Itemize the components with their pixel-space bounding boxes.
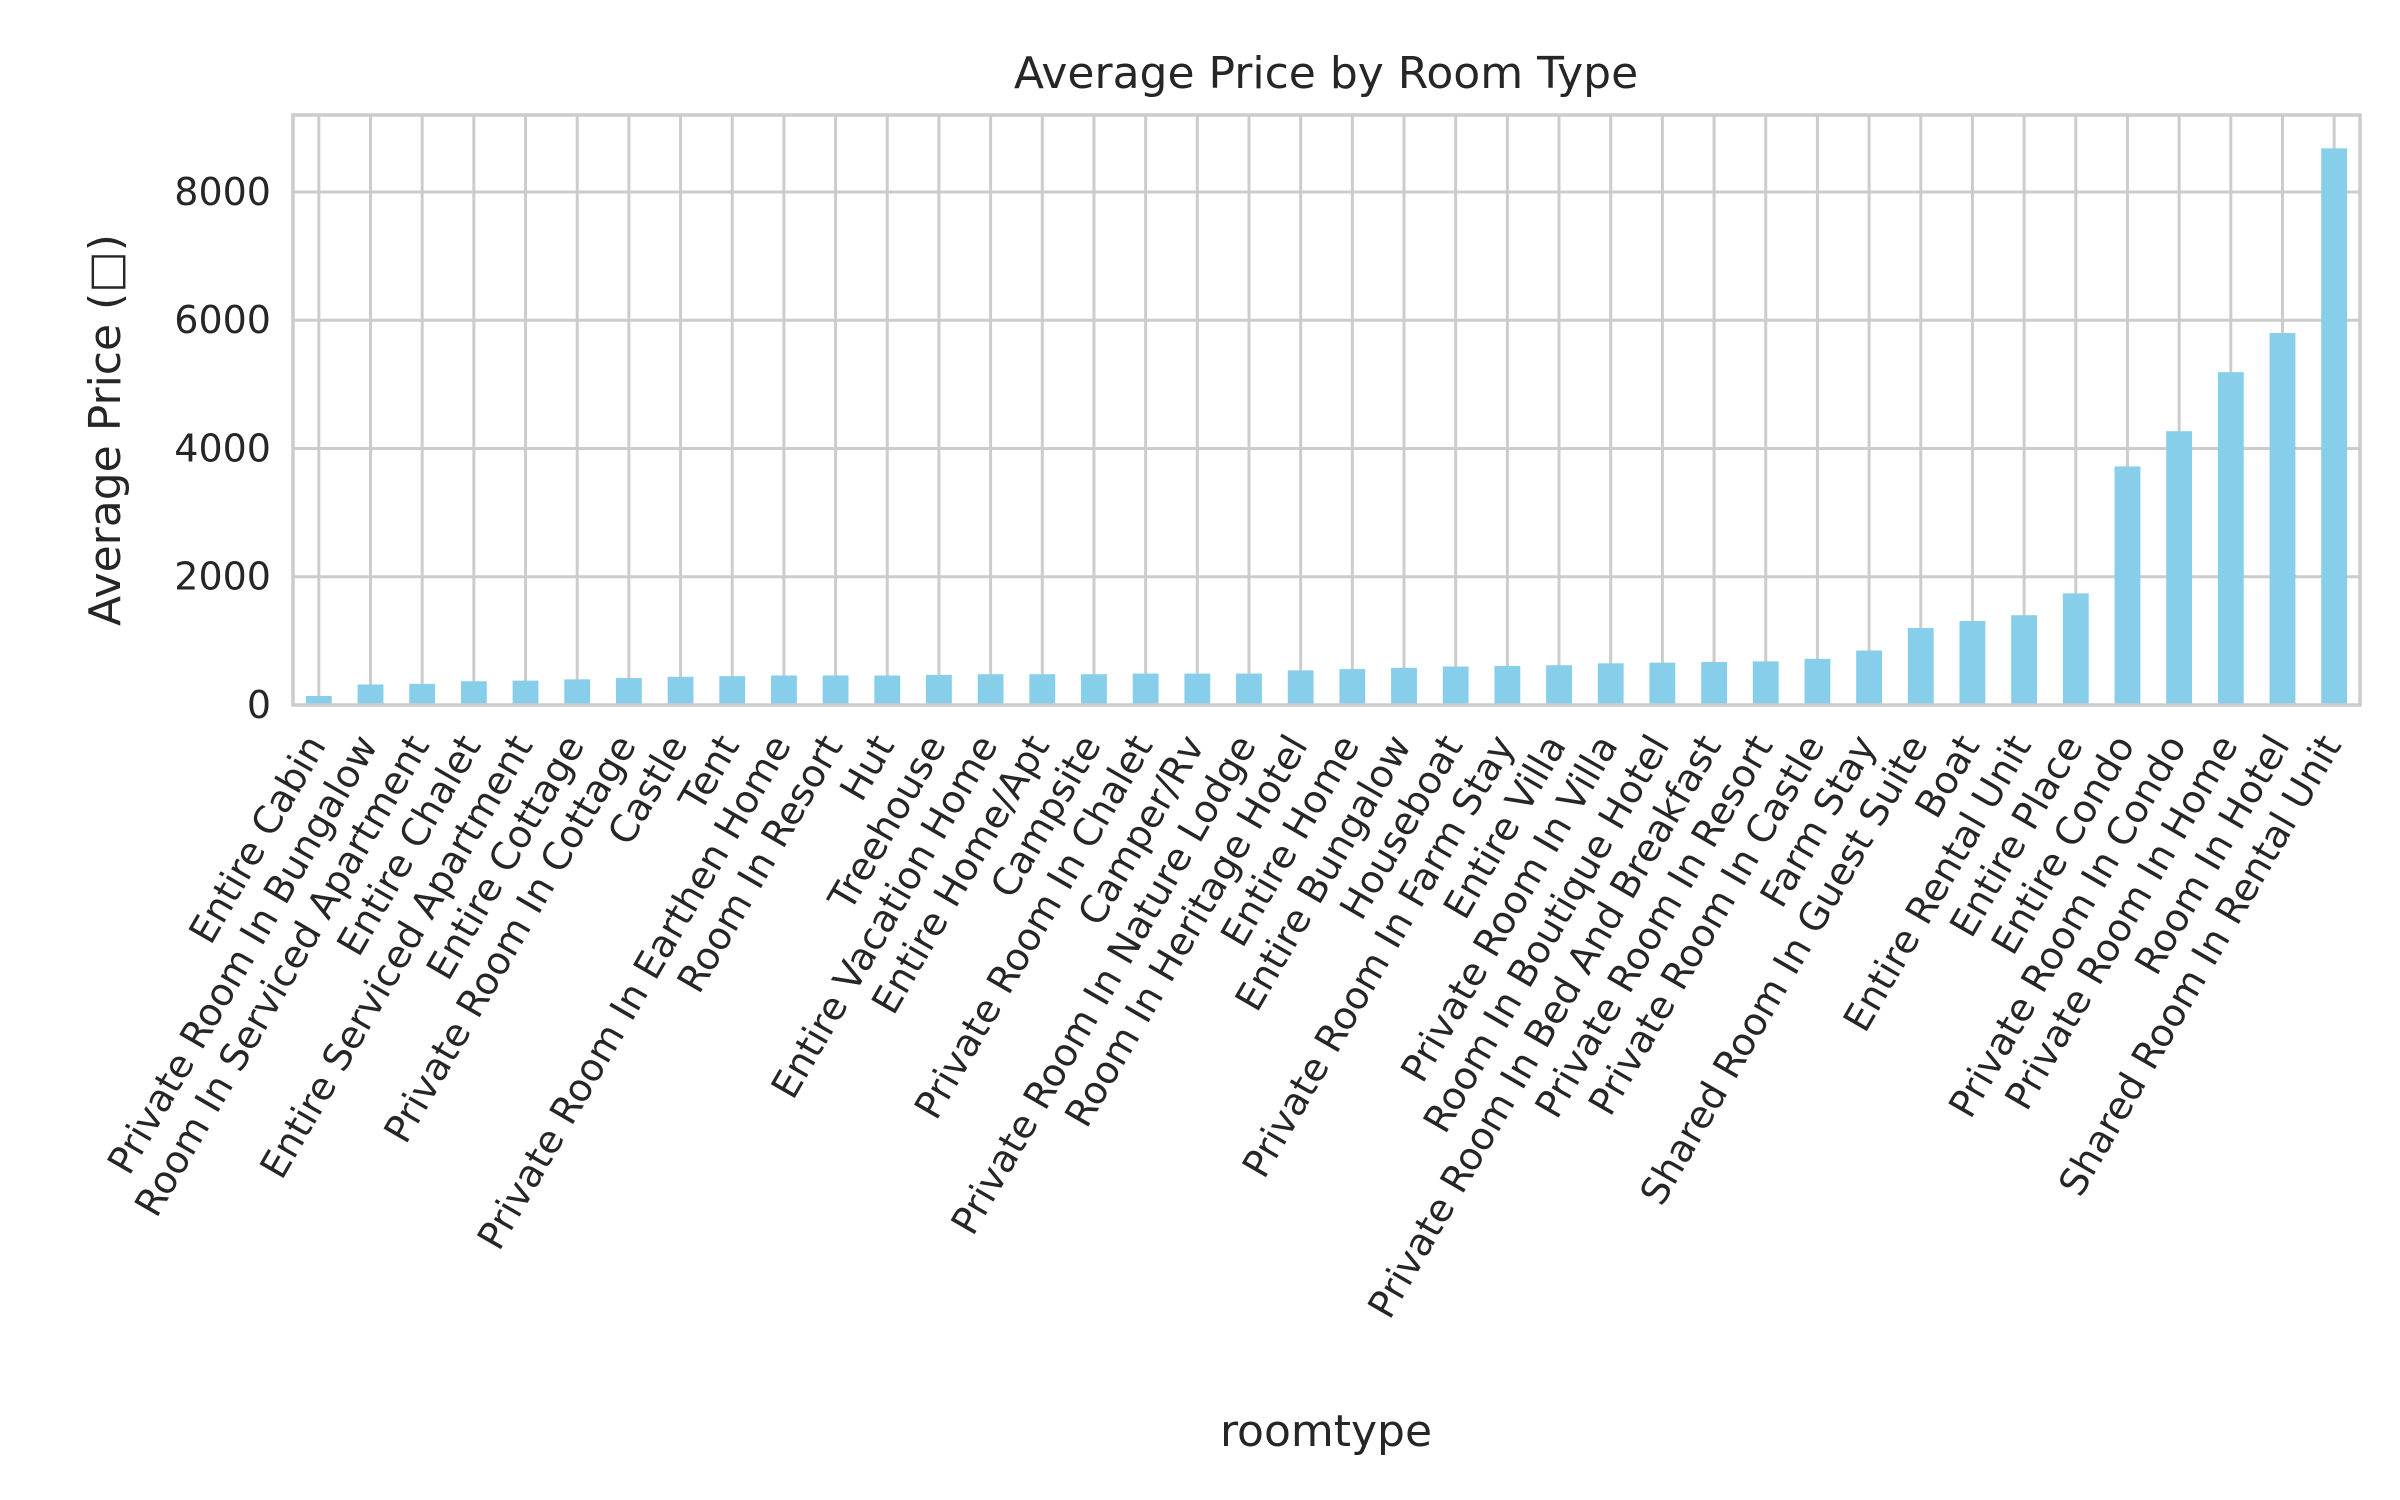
bar [1649,662,1676,705]
plot-frame [291,113,2362,707]
bar [1494,665,1521,705]
bar [460,681,487,705]
bar [1546,665,1572,705]
bar [357,684,384,705]
bar [2166,431,2193,705]
bar [1287,670,1314,705]
bar [305,696,332,705]
y-tick-label: 6000 [174,298,271,342]
bar [1804,658,1831,705]
x-axis-label: roomtype [1220,1406,1432,1457]
bar [2269,333,2296,705]
bar [926,674,952,705]
bar [1132,673,1159,705]
bar [1907,628,1934,705]
grid [293,115,2360,707]
bar [874,675,901,705]
bar [822,675,849,705]
y-axis-ticks: 0 2000 4000 6000 8000 [174,170,271,727]
bar [564,679,591,705]
bar [1597,663,1624,705]
bar [719,676,746,705]
bar [770,675,797,705]
bar [2217,372,2244,705]
y-tick-label: 0 [247,683,271,727]
y-tick-label: 4000 [174,426,271,470]
bar [2062,593,2089,705]
bar [1339,669,1366,705]
bar [2011,615,2038,705]
bar [1391,667,1417,705]
bar [1184,673,1211,705]
bar [615,678,642,705]
bar [1081,674,1107,705]
bar [1236,673,1262,705]
bar [977,674,1004,705]
bar [1701,662,1727,705]
bar [2114,466,2141,705]
bars [305,148,2348,705]
bar [1959,620,1986,705]
chart-title: Average Price by Room Type [1014,48,1638,99]
bar [512,680,539,705]
bar [667,676,694,705]
y-tick-label: 2000 [174,555,271,599]
bar [1752,661,1779,705]
bar [1029,674,1056,705]
x-tick-label: Private Room In Bungalow [99,728,386,1182]
bar [409,683,436,705]
bar [2321,148,2348,705]
bar [1442,666,1469,705]
bar [1856,650,1883,705]
y-tick-label: 8000 [174,170,271,214]
y-axis-label: Average Price (□) [80,234,131,626]
